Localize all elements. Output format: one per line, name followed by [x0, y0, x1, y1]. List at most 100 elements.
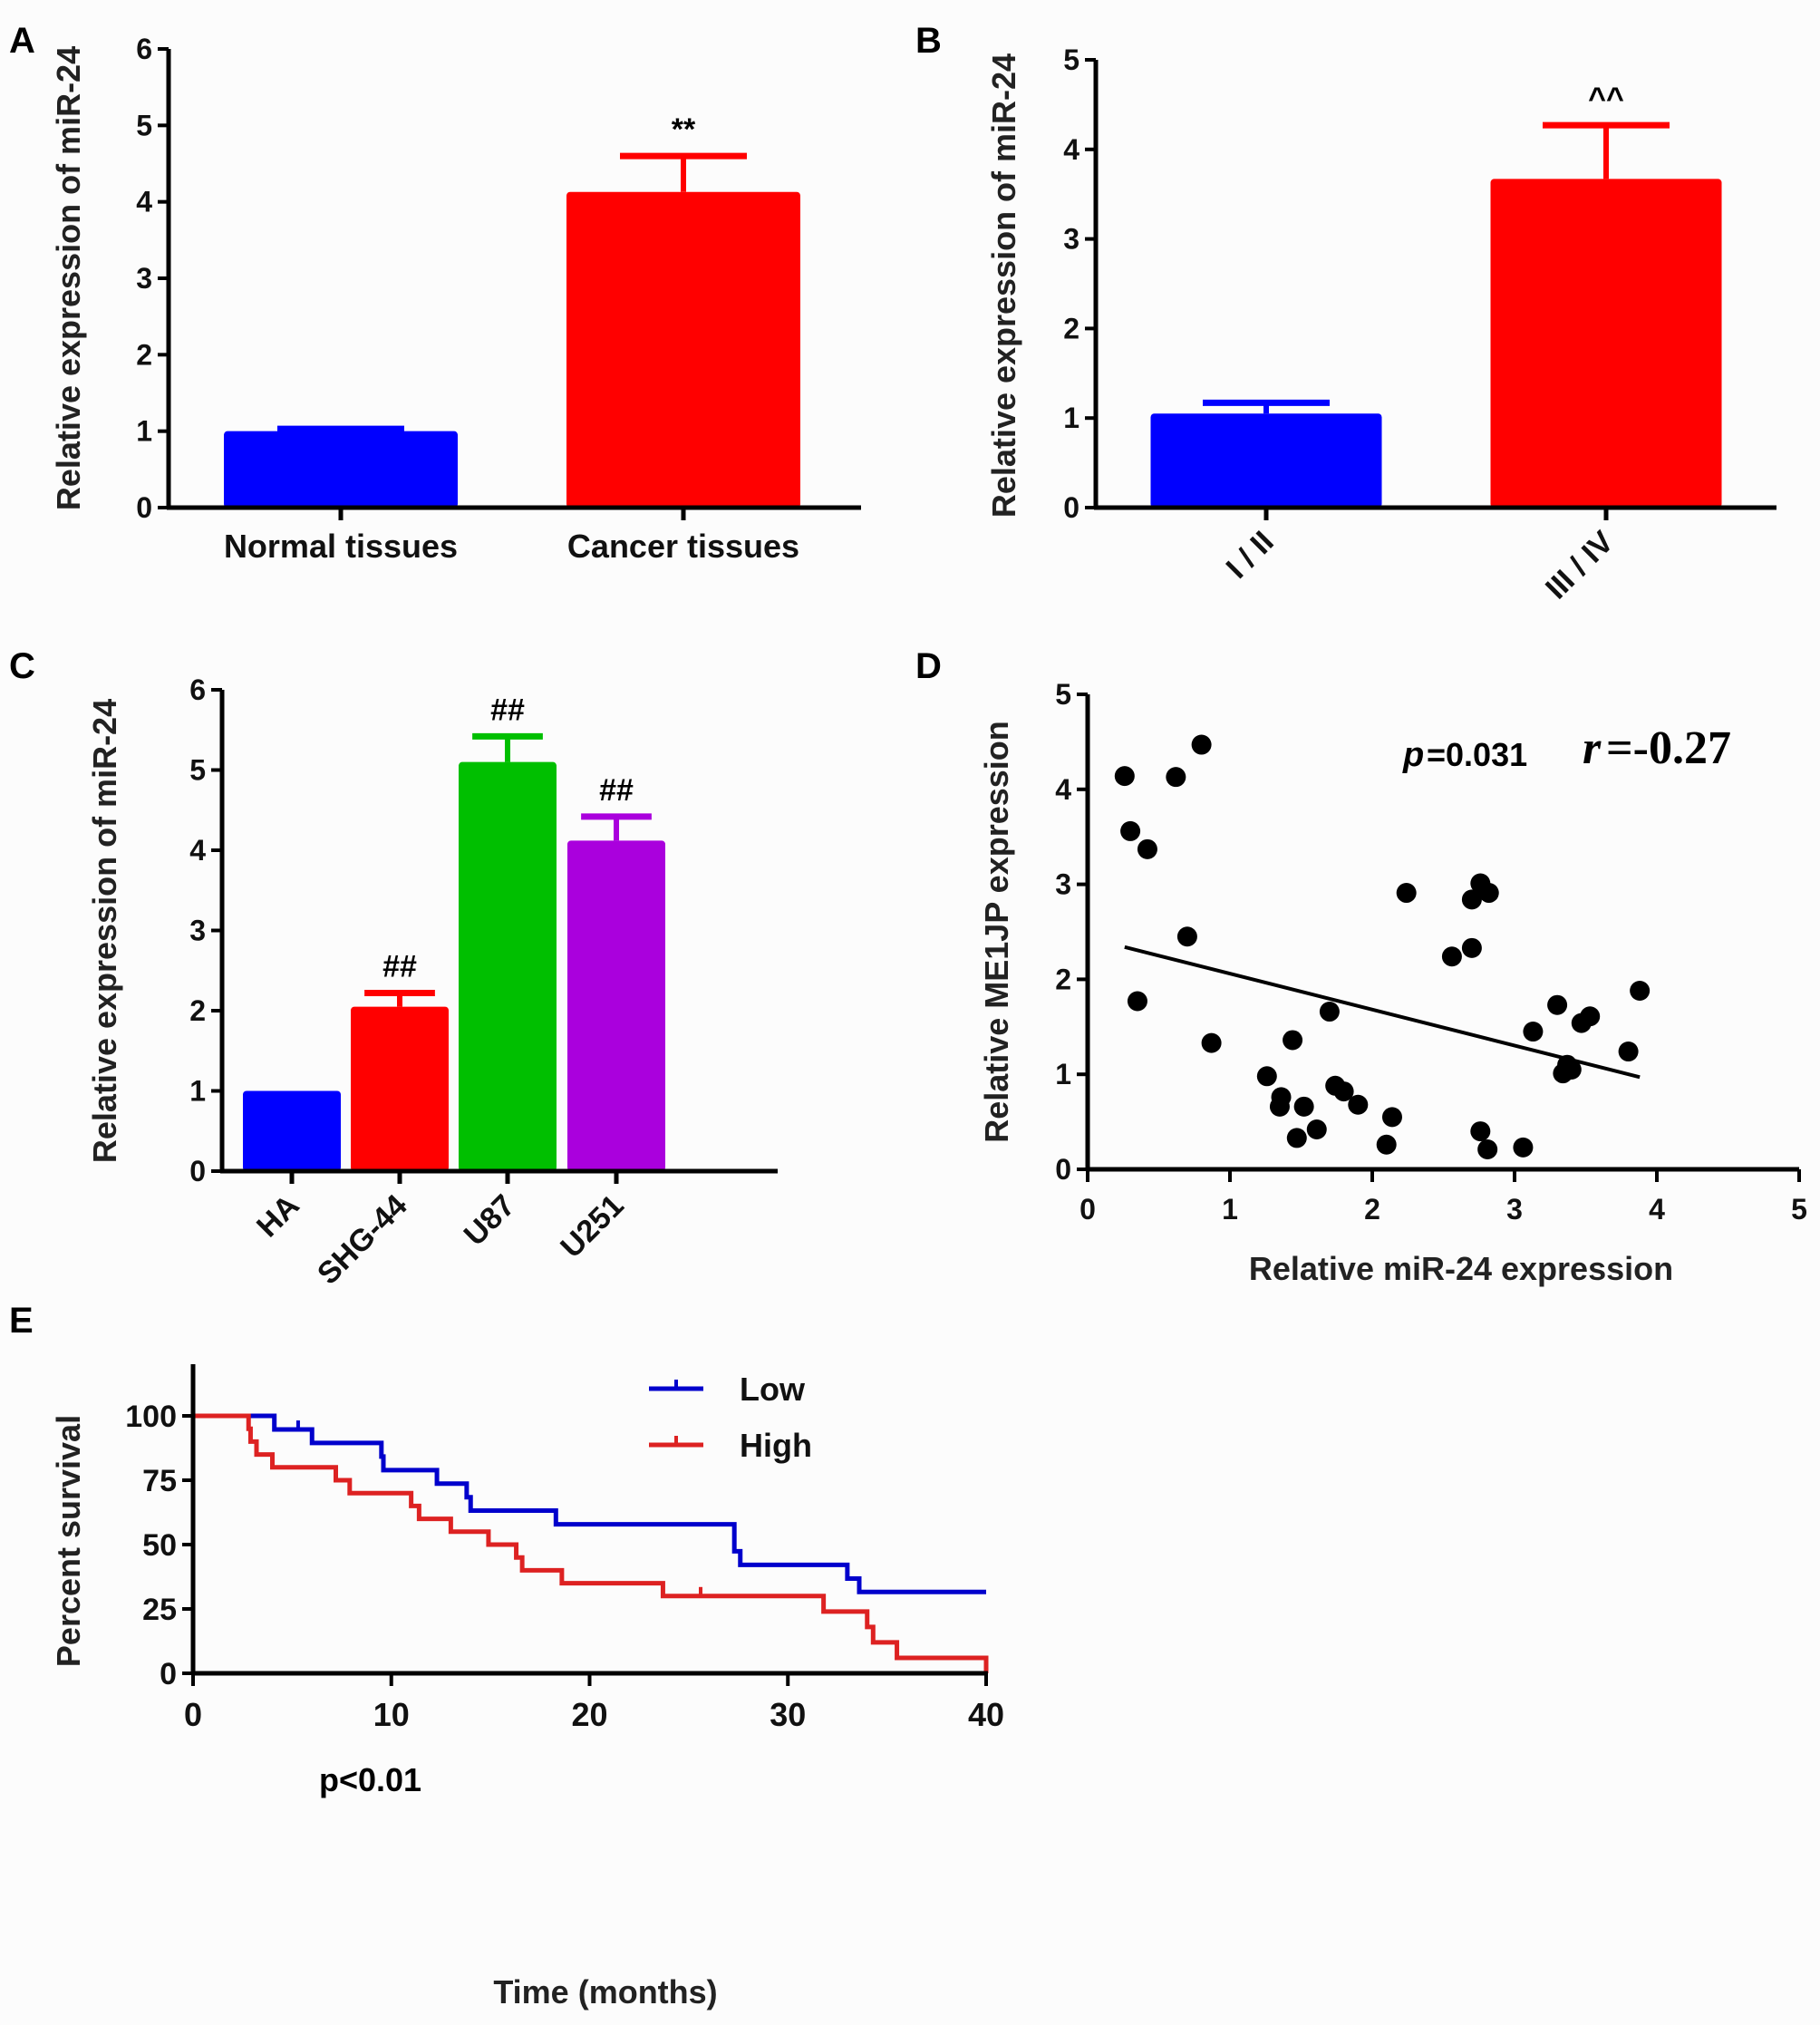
y-tick-label: 2 — [136, 338, 152, 371]
data-point — [1580, 1006, 1601, 1027]
data-point — [1396, 883, 1417, 904]
data-point — [1381, 1107, 1402, 1128]
y-tick-label: 5 — [1055, 678, 1071, 711]
x-tick-label: 40 — [968, 1696, 1004, 1733]
legend-item-low: Low — [649, 1371, 806, 1408]
data-point — [1283, 1030, 1303, 1051]
bar-ha — [243, 1090, 341, 1171]
data-point — [1191, 734, 1212, 755]
x-tick-label: 0 — [184, 1696, 202, 1733]
y-tick-label: 2 — [189, 994, 206, 1027]
significance-marker: ^^ — [1588, 82, 1624, 116]
legend-item-high: High — [649, 1427, 812, 1464]
data-point — [1269, 1096, 1290, 1117]
y-tick-label: 75 — [142, 1464, 177, 1498]
y-axis-title: Relative expression of miR-24 — [985, 53, 1022, 518]
panel-d-scatter-plot: 0 1 2 3 4 5 0 1 2 3 4 5 Relative miR-24 expression Re… — [978, 678, 1807, 1287]
panel-label-e: E — [9, 1301, 34, 1341]
significance-marker: ** — [672, 112, 696, 147]
data-point — [1306, 1119, 1327, 1139]
significance-marker: ## — [490, 693, 525, 727]
data-point — [1478, 883, 1499, 904]
legend-label: High — [740, 1427, 812, 1464]
y-tick-label: 4 — [136, 186, 152, 218]
bar-cancer-tissues — [566, 191, 800, 508]
x-tick-label: 10 — [373, 1696, 410, 1733]
legend-label: Low — [740, 1371, 806, 1408]
survival-curve-high — [193, 1413, 989, 1673]
panel-a-bar-chart: Normal tissues ** Cancer tissues 0 1 2 3 4 5 6 Rel… — [50, 33, 861, 565]
y-tick-label: 6 — [136, 33, 152, 65]
p-value-annotation: p<0.01 — [319, 1761, 421, 1798]
y-tick-label: 2 — [1063, 312, 1079, 344]
x-tick-label: 0 — [1079, 1193, 1096, 1226]
data-point — [1376, 1134, 1397, 1155]
data-point — [1441, 946, 1462, 967]
y-tick-label: 1 — [136, 415, 152, 448]
bar-i-ii — [1150, 413, 1382, 508]
data-point — [1523, 1022, 1544, 1042]
data-point — [1348, 1094, 1369, 1115]
data-point — [1630, 980, 1651, 1001]
bar-u251 — [567, 840, 665, 1171]
bar-iii-iv — [1490, 179, 1722, 509]
x-tick-label: 1 — [1222, 1193, 1238, 1226]
panel-label-a: A — [9, 21, 35, 61]
x-tick-label: Cancer tissues — [567, 528, 799, 565]
y-tick-label: 3 — [1055, 868, 1071, 901]
data-point — [1477, 1138, 1498, 1159]
data-point — [1618, 1042, 1639, 1062]
y-tick-label: 4 — [189, 834, 206, 867]
y-tick-label: 4 — [1055, 773, 1071, 806]
x-tick-label: 4 — [1649, 1193, 1665, 1226]
panel-e-survival-curve: 0 25 50 75 100 0 10 20 30 40 Time (months) Percent … — [50, 1364, 1004, 2010]
data-point — [1127, 991, 1147, 1012]
y-tick-label: 1 — [1055, 1058, 1071, 1090]
data-point — [1201, 1032, 1222, 1053]
y-tick-label: 100 — [125, 1400, 177, 1434]
r-value: =-0.27 — [1606, 722, 1731, 774]
data-point — [1561, 1059, 1582, 1080]
data-point — [1461, 937, 1482, 958]
data-point — [1114, 766, 1135, 787]
survival-curve-low — [193, 1413, 986, 1594]
x-tick-label: 3 — [1506, 1193, 1523, 1226]
x-tick-label: 20 — [571, 1696, 607, 1733]
data-point — [1286, 1128, 1307, 1148]
p-value: =0.031 — [1427, 736, 1527, 773]
significance-marker: ## — [382, 950, 417, 984]
y-tick-label: 2 — [1055, 963, 1071, 995]
x-tick-label: Normal tissues — [224, 528, 458, 565]
y-tick-label: 0 — [136, 491, 152, 524]
data-point — [1513, 1137, 1534, 1158]
y-tick-label: 0 — [1063, 491, 1079, 524]
y-tick-label: 1 — [1063, 402, 1079, 434]
y-tick-label: 5 — [1063, 44, 1079, 76]
x-tick-label: 2 — [1364, 1193, 1380, 1226]
data-point — [1293, 1096, 1314, 1117]
panel-label-d: D — [915, 646, 942, 686]
y-tick-label: 3 — [189, 915, 206, 947]
x-tick-label: 30 — [770, 1696, 806, 1733]
data-point — [1319, 1002, 1340, 1022]
x-tick-label: 5 — [1791, 1193, 1807, 1226]
y-tick-label: 3 — [136, 262, 152, 295]
data-point — [1547, 994, 1568, 1015]
y-tick-label: 50 — [142, 1528, 177, 1563]
x-axis-title: Time (months) — [493, 1973, 717, 2010]
y-tick-label: 1 — [189, 1075, 206, 1108]
data-point — [1120, 820, 1141, 841]
significance-marker: ## — [599, 773, 634, 808]
panel-label-c: C — [9, 646, 35, 686]
y-tick-label: 0 — [160, 1657, 177, 1691]
data-point — [1137, 838, 1157, 859]
y-axis-title: Relative ME1JP expression — [978, 721, 1015, 1143]
data-point — [1256, 1066, 1277, 1087]
regression-line — [1124, 945, 1641, 1080]
panel-label-b: B — [915, 21, 942, 61]
x-axis-title: Relative miR-24 expression — [1249, 1250, 1673, 1287]
y-tick-label: 25 — [142, 1593, 177, 1627]
data-point — [1333, 1081, 1354, 1102]
y-tick-label: 5 — [189, 754, 206, 787]
